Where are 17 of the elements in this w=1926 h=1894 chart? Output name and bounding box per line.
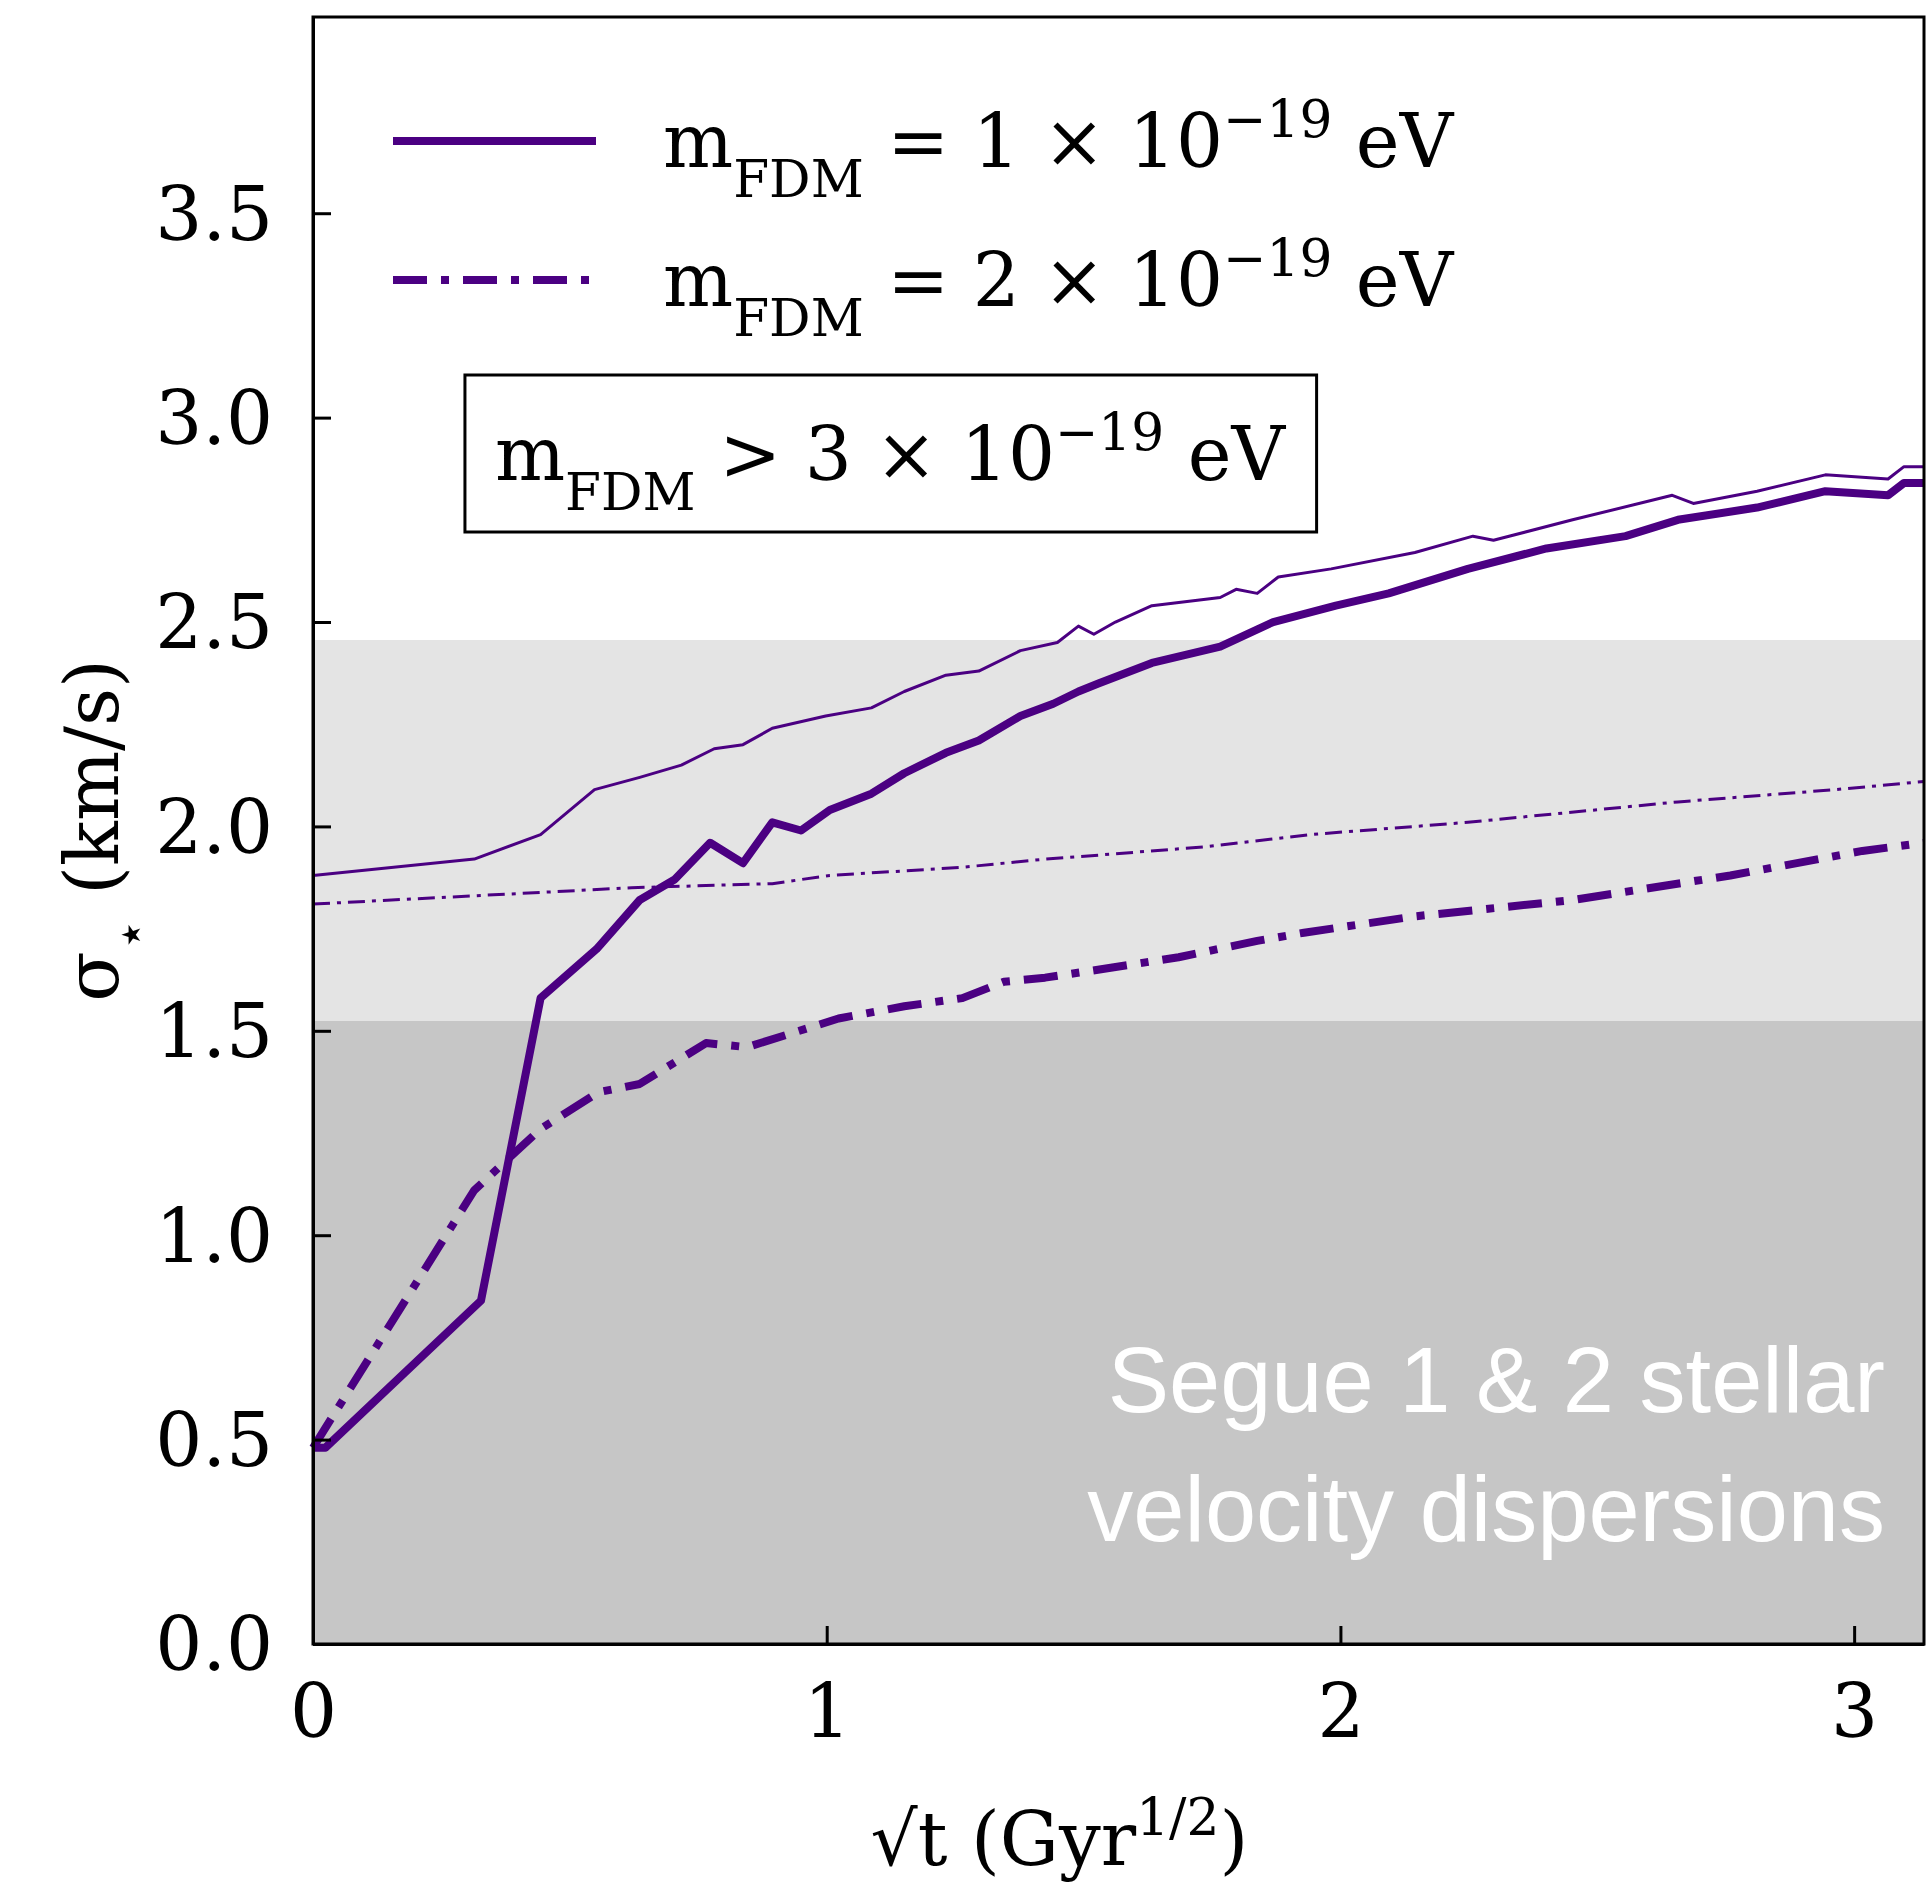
legend-label: m$_{FDM}$ = 2 × 10$^{−19}$ eV: [663, 228, 1455, 348]
band-label: Segue 1 & 2 stellar velocity dispersions: [1087, 1329, 1885, 1560]
x-tick-label: 0: [289, 1667, 338, 1754]
y-tick-label: 3.0: [155, 375, 273, 462]
annotation: m$_{FDM}$ > 3 × 10$^{−19}$ eV: [494, 402, 1287, 522]
y-tick-label: 3.5: [155, 170, 273, 257]
y-tick-label: 2.5: [155, 579, 273, 666]
x-axis-title: √t (Gyr$^{1/2}$): [870, 1787, 1249, 1882]
y-tick-label: 2.0: [155, 783, 273, 870]
y-tick-label: 0.0: [155, 1601, 273, 1688]
x-tick-label: 2: [1317, 1667, 1365, 1754]
x-tick-label: 1: [803, 1667, 851, 1754]
legend-label: m$_{FDM}$ = 1 × 10$^{−19}$ eV: [663, 89, 1455, 209]
y-tick-label: 0.5: [155, 1397, 273, 1483]
y-tick-label: 1.5: [155, 988, 273, 1075]
x-tick-label: 3: [1831, 1667, 1879, 1754]
y-tick-label: 1.0: [155, 1192, 273, 1279]
